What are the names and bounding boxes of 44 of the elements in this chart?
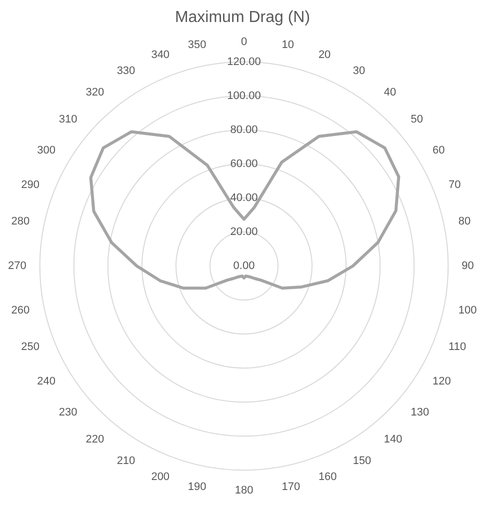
y-tick-label: 60.00 [230,158,258,170]
chart-title: Maximum Drag (N) [174,9,310,26]
spoke-label: 260 [11,304,30,316]
spoke-label: 200 [151,471,170,484]
spoke-label: 210 [116,455,136,468]
spoke-label: 110 [448,341,466,354]
spoke-label: 70 [448,178,461,191]
spoke-label: 290 [21,178,40,191]
y-tick-label: 40.00 [230,192,258,204]
spoke-label: 190 [188,480,206,493]
spoke-label: 280 [11,216,30,228]
spoke-label: 10 [282,39,294,52]
spoke-label: 160 [318,471,337,484]
spoke-label: 310 [58,114,78,126]
spoke-label: 240 [37,375,56,388]
spoke-label: 330 [116,64,136,77]
spoke-label: 120 [432,375,451,388]
y-tick-label: 0.00 [233,260,255,272]
spoke-label: 250 [21,341,40,354]
spoke-label: 220 [86,433,104,446]
spoke-label: 0 [240,36,248,48]
spoke-label: 180 [234,484,254,496]
spoke-label: 350 [188,39,206,52]
y-tick-label: 120.00 [227,56,261,68]
spoke-label: 230 [58,406,78,419]
spoke-label: 130 [410,406,430,419]
y-tick-label: 20.00 [230,226,258,238]
spoke-label: 50 [410,114,423,126]
spoke-label: 40 [384,86,396,99]
spoke-label: 270 [8,260,26,272]
y-tick-label: 100.00 [227,90,261,102]
spoke-label: 90 [462,260,474,272]
spoke-label: 150 [352,455,372,468]
y-tick-label: 80.00 [230,124,258,136]
spoke-label: 30 [352,64,366,77]
spoke-label: 140 [384,433,402,446]
spoke-label: 340 [151,48,170,61]
spoke-label: 320 [86,86,104,99]
spoke-label: 80 [458,216,471,228]
spoke-label: 20 [318,48,331,61]
spoke-label: 170 [282,480,300,493]
spoke-label: 60 [432,144,445,157]
spoke-label: 300 [37,144,56,157]
spoke-label: 100 [458,304,477,316]
